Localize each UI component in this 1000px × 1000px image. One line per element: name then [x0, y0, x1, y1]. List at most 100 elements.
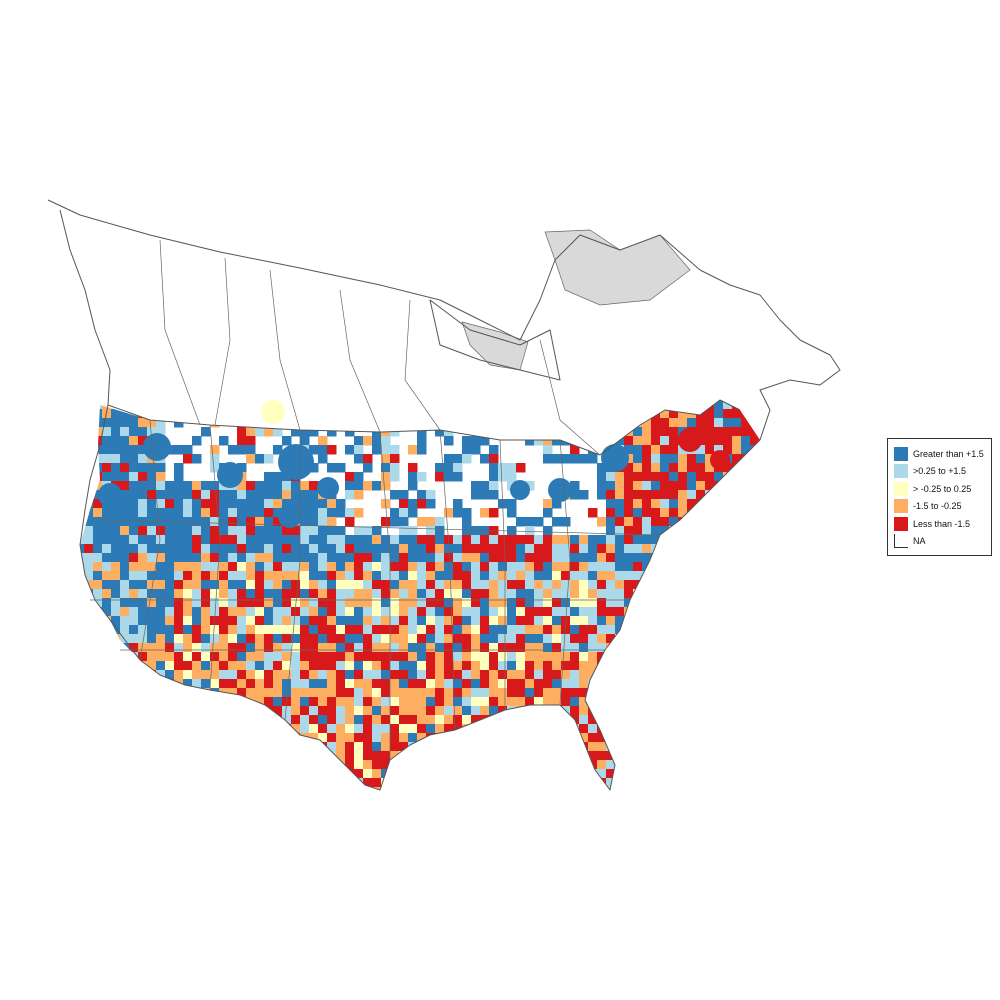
grid-cell	[687, 661, 697, 671]
grid-cell	[453, 760, 463, 770]
grid-cell	[462, 535, 472, 545]
grid-cell	[228, 535, 238, 545]
grid-cell	[750, 607, 760, 617]
grid-cell	[309, 643, 319, 653]
grid-cell	[210, 751, 220, 761]
grid-cell	[426, 760, 436, 770]
grid-cell	[462, 742, 472, 752]
grid-cell	[246, 688, 256, 698]
grid-cell	[444, 472, 454, 482]
grid-cell	[543, 796, 553, 806]
grid-cell	[714, 688, 724, 698]
grid-cell	[723, 400, 733, 410]
grid-cell	[669, 580, 679, 590]
grid-cell	[516, 571, 526, 581]
grid-cell	[165, 733, 175, 743]
grid-cell	[219, 715, 229, 725]
grid-cell	[147, 616, 157, 626]
grid-cell	[219, 760, 229, 770]
grid-cell	[264, 571, 274, 581]
grid-cell	[624, 742, 634, 752]
grid-cell	[291, 499, 301, 509]
grid-cell	[255, 427, 265, 437]
grid-cell	[444, 634, 454, 644]
grid-cell	[651, 733, 661, 743]
grid-cell	[723, 535, 733, 545]
grid-cell	[444, 643, 454, 653]
grid-cell	[147, 706, 157, 716]
grid-cell	[480, 787, 490, 790]
grid-cell	[525, 553, 535, 563]
grid-cell	[516, 544, 526, 554]
grid-cell	[624, 589, 634, 599]
grid-cell	[714, 490, 724, 500]
grid-cell	[759, 562, 760, 572]
grid-cell	[498, 562, 508, 572]
grid-cell	[282, 760, 292, 770]
grid-cell	[759, 661, 760, 671]
grid-cell	[444, 769, 454, 779]
grid-cell	[507, 553, 517, 563]
grid-cell	[84, 742, 94, 752]
grid-cell	[723, 652, 733, 662]
grid-cell	[678, 418, 688, 428]
grid-cell	[372, 661, 382, 671]
data-blob	[317, 477, 339, 499]
grid-cell	[246, 679, 256, 689]
grid-cell	[543, 751, 553, 761]
data-blob	[510, 480, 530, 500]
grid-cell	[651, 715, 661, 725]
grid-cell	[84, 436, 94, 446]
grid-cell	[633, 742, 643, 752]
grid-cell	[768, 706, 778, 716]
grid-cell	[426, 652, 436, 662]
grid-cell	[291, 571, 301, 581]
grid-cell	[669, 625, 679, 635]
grid-cell	[201, 508, 211, 518]
grid-cell	[507, 769, 517, 779]
grid-cell	[147, 751, 157, 761]
grid-cell	[363, 454, 373, 464]
grid-cell	[282, 607, 292, 617]
grid-cell	[102, 400, 112, 410]
grid-cell	[264, 760, 274, 770]
grid-cell	[345, 625, 355, 635]
grid-cell	[237, 517, 247, 527]
grid-cell	[552, 562, 562, 572]
grid-cell	[660, 769, 670, 779]
grid-cell	[102, 769, 112, 779]
grid-cell	[597, 607, 607, 617]
grid-cell	[759, 715, 760, 725]
grid-cell	[633, 427, 643, 437]
grid-cell	[282, 652, 292, 662]
grid-cell	[651, 598, 661, 608]
grid-cell	[120, 535, 130, 545]
grid-cell	[345, 481, 355, 491]
grid-cell	[651, 706, 661, 716]
grid-cell	[543, 769, 553, 779]
grid-cell	[705, 418, 715, 428]
grid-cell	[480, 535, 490, 545]
grid-cell	[192, 769, 202, 779]
grid-cell	[480, 607, 490, 617]
grid-cell	[129, 544, 139, 554]
grid-cell	[624, 769, 634, 779]
grid-cell	[192, 652, 202, 662]
grid-cell	[588, 652, 598, 662]
grid-cell	[165, 499, 175, 509]
grid-cell	[606, 409, 616, 419]
grid-cell	[768, 535, 778, 545]
grid-cell	[678, 481, 688, 491]
grid-cell	[660, 454, 670, 464]
grid-cell	[615, 580, 625, 590]
grid-cell	[507, 544, 517, 554]
grid-cell	[543, 616, 553, 626]
grid-cell	[714, 616, 724, 626]
grid-cell	[174, 706, 184, 716]
grid-cell	[579, 562, 589, 572]
grid-cell	[660, 472, 670, 482]
grid-cell	[480, 481, 490, 491]
grid-cell	[228, 688, 238, 698]
grid-cell	[273, 616, 283, 626]
